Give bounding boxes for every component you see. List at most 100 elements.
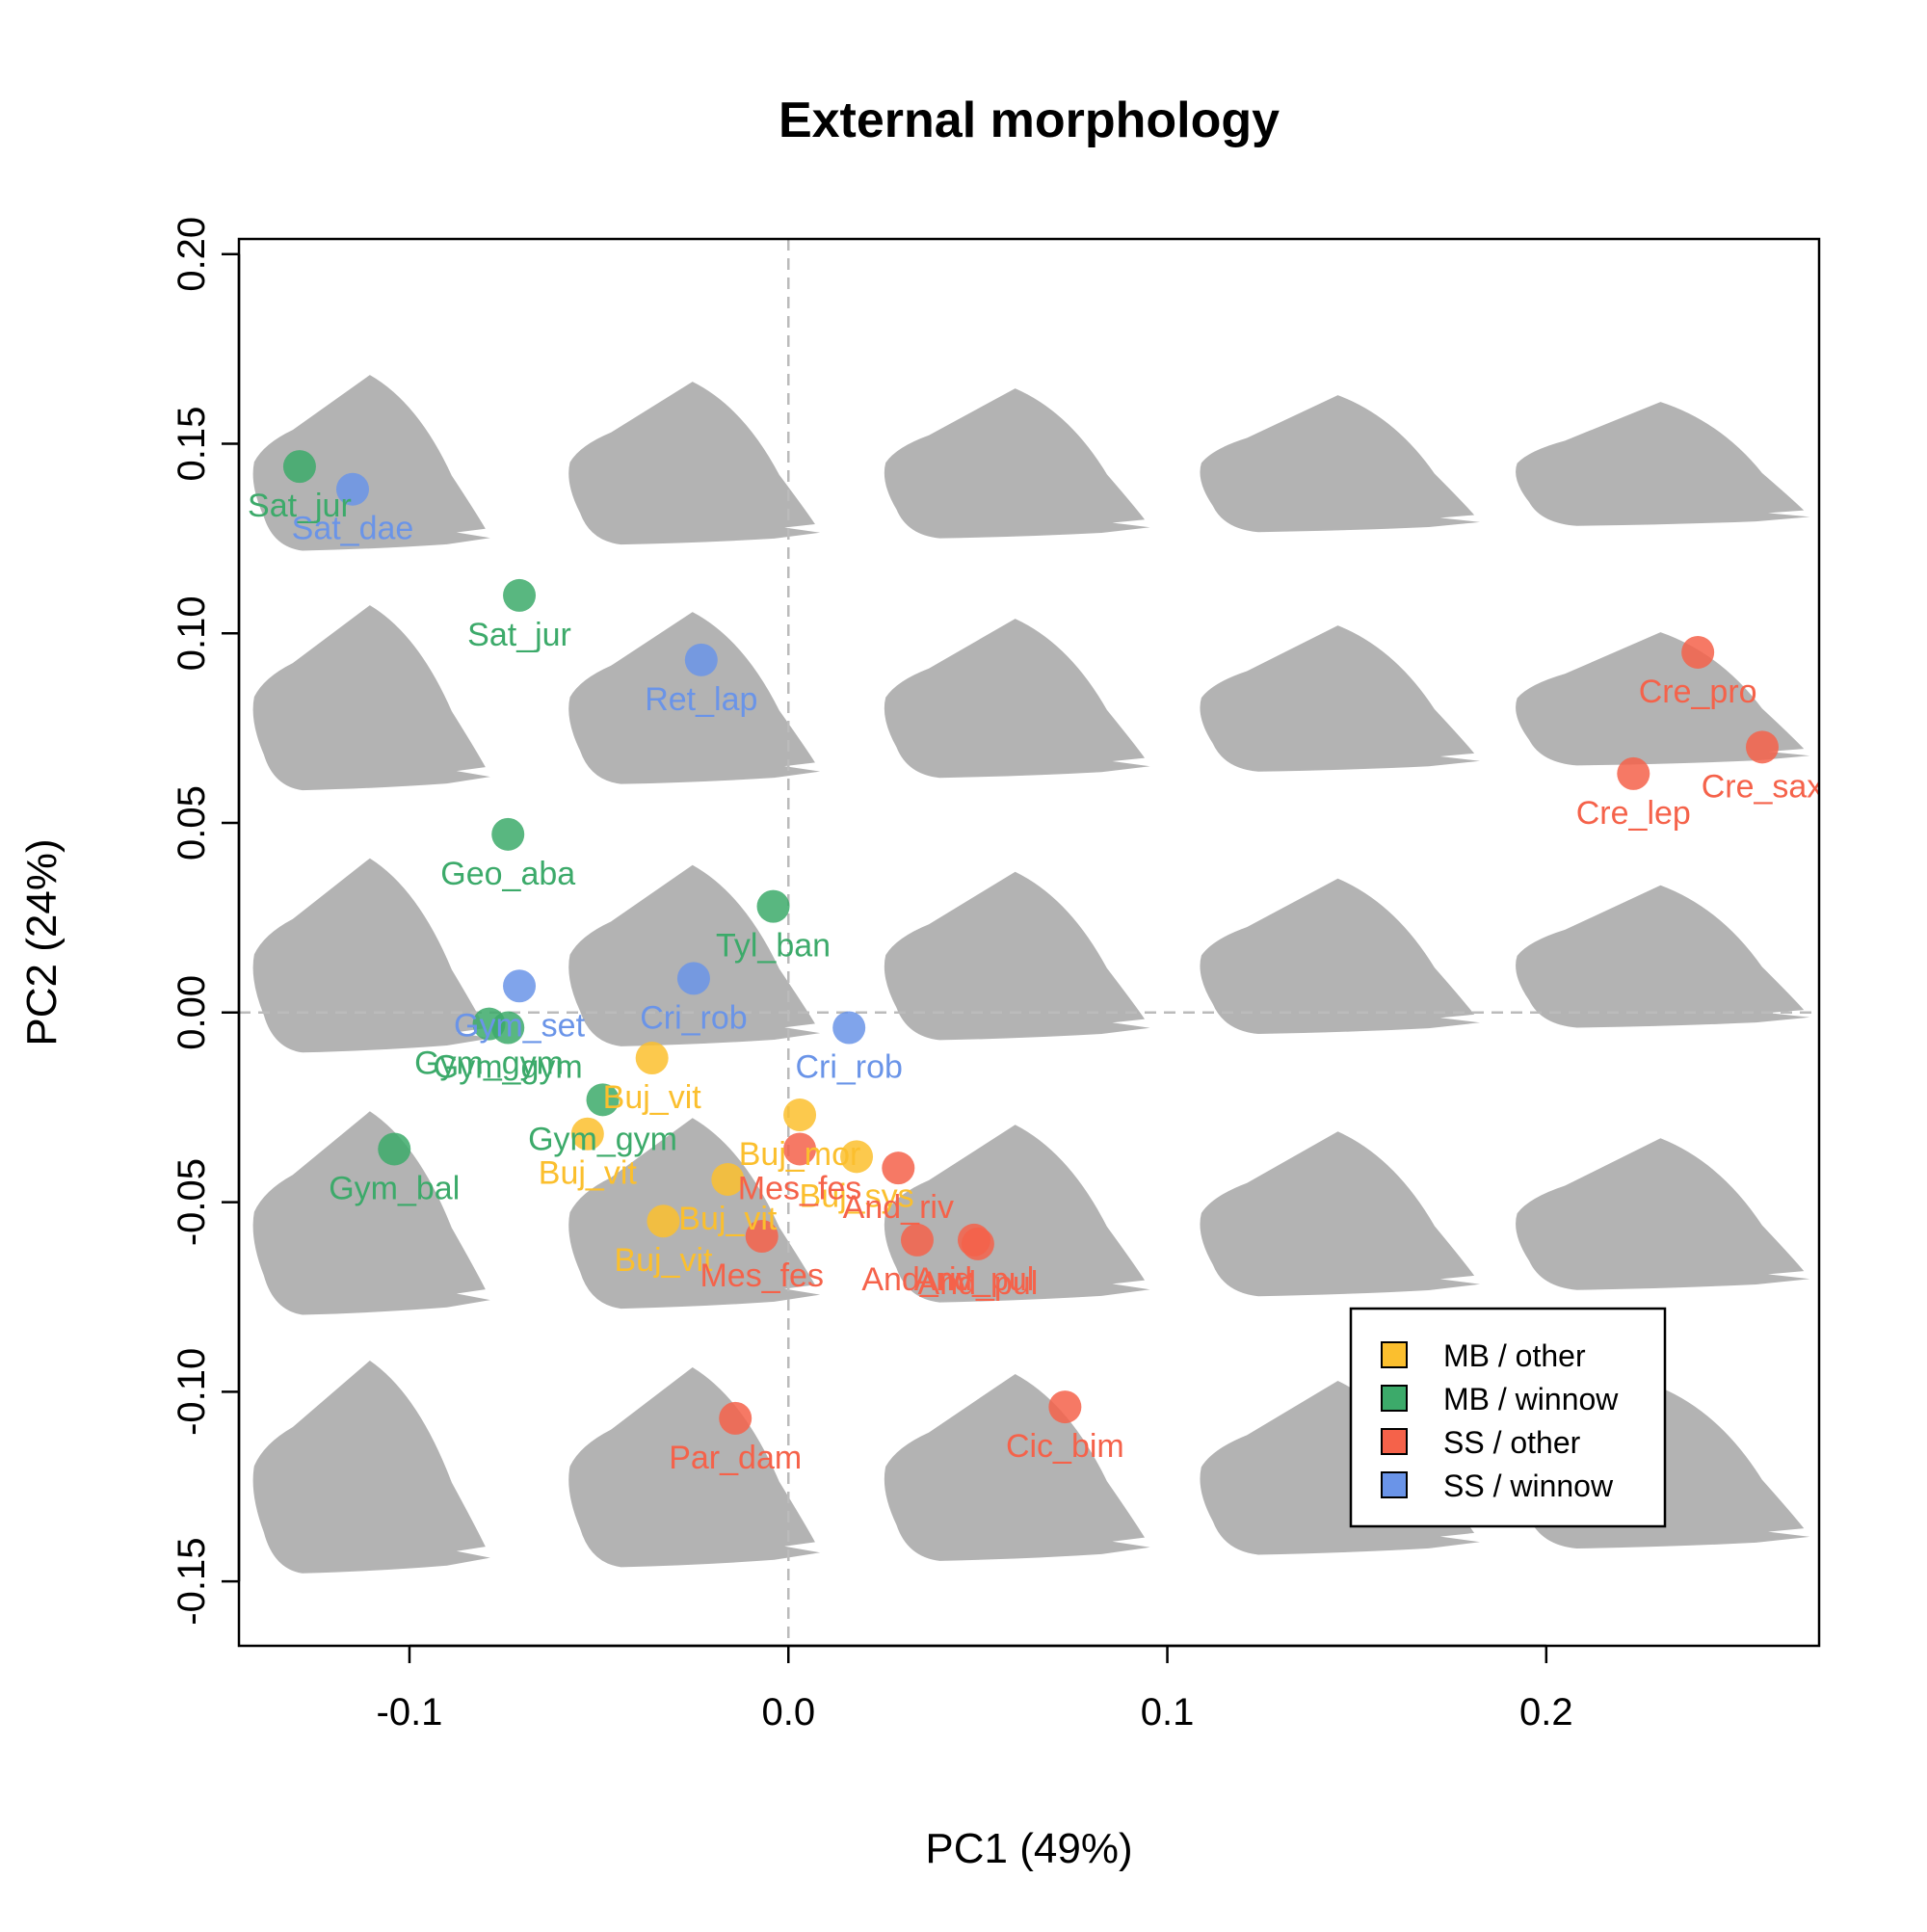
points-layer [282, 450, 1780, 1435]
data-point [756, 889, 790, 923]
beak-shape [884, 619, 1150, 779]
point-label: Ret_lap [645, 681, 757, 718]
point-label: Tyl_ban [716, 928, 831, 965]
beak-shape [1516, 885, 1810, 1028]
point-label: Cre_pro [1639, 674, 1757, 710]
beak-shape [884, 1373, 1150, 1561]
x-axis-title: PC1 (49%) [925, 1825, 1132, 1872]
beak-shape [252, 605, 490, 791]
point-label: Sat_dae [292, 511, 414, 547]
data-point [586, 1083, 620, 1117]
beak-shape [568, 1118, 821, 1310]
x-tick-label: 0.0 [761, 1691, 815, 1734]
beak-shape [1200, 1131, 1481, 1297]
beak-shape [568, 382, 821, 545]
data-point [1617, 756, 1650, 790]
point-label: Cre_sax [1702, 768, 1824, 805]
data-point [1681, 635, 1715, 669]
point-label: Buj_mor [739, 1136, 861, 1173]
data-point [961, 1227, 994, 1260]
point-label: Gym_set [454, 1007, 586, 1044]
legend-label: SS / other [1443, 1425, 1581, 1460]
y-tick-label: 0.15 [171, 407, 213, 482]
beak-shape [1516, 632, 1810, 766]
data-point [1048, 1390, 1082, 1424]
point-label: Cic_bim [1006, 1428, 1124, 1465]
x-tick-label: -0.1 [377, 1691, 443, 1734]
legend-swatch [1381, 1428, 1408, 1455]
point-label: And_riv [843, 1189, 954, 1226]
beak-shape [252, 1111, 490, 1315]
point-label: Buj_sys [800, 1178, 914, 1214]
point-label: Buj_vit [539, 1155, 638, 1192]
beak-shape [1200, 625, 1481, 772]
y-tick-label: -0.10 [171, 1348, 213, 1436]
legend-label: MB / winnow [1443, 1382, 1619, 1416]
beak-shape [252, 375, 490, 551]
data-point [647, 1204, 680, 1238]
point-label: Sat_jur [248, 488, 352, 524]
data-point [900, 1223, 934, 1257]
point-label: Gym_gym [528, 1121, 677, 1157]
data-point [282, 450, 316, 484]
point-label: Geo_aba [440, 856, 575, 892]
data-point [378, 1132, 411, 1166]
data-point [503, 969, 537, 1003]
point-label: Cri_rob [640, 999, 747, 1036]
data-point [491, 817, 525, 851]
beak-shape [884, 871, 1150, 1041]
y-tick-label: 0.10 [171, 595, 213, 671]
beak-shape [1516, 402, 1810, 526]
beak-shape [884, 388, 1150, 539]
point-label: Mes_fes [738, 1170, 862, 1206]
axes: -0.1 0.0 0.1 0.2 -0.15 -0.10 -0.05 0.00 0.05 0.10… [171, 217, 1573, 1734]
beak-shape [1516, 1138, 1810, 1290]
data-point [783, 1098, 817, 1132]
data-point [503, 578, 537, 612]
point-label: Buj_vit [678, 1201, 778, 1237]
point-label: Mes_fes [700, 1257, 824, 1294]
data-point [882, 1151, 915, 1185]
legend-label: MB / other [1443, 1338, 1586, 1373]
point-label: And_pul [918, 1265, 1039, 1302]
data-point [719, 1401, 752, 1435]
x-tick-label: 0.1 [1141, 1691, 1195, 1734]
data-point [711, 1162, 745, 1196]
beak-shape [884, 1125, 1150, 1303]
y-tick-label: 0.00 [171, 975, 213, 1050]
beak-shape [568, 612, 821, 784]
point-label: Gym_gym [434, 1049, 583, 1086]
data-point [335, 472, 369, 506]
x-tick-label: 0.2 [1519, 1691, 1573, 1734]
point-label: Sat_jur [467, 617, 571, 653]
beak-shape [568, 864, 821, 1046]
legend-swatch [1381, 1341, 1408, 1368]
point-label: Gym_bal [329, 1170, 460, 1206]
legend: MB / other MB / winnow SS / other SS / winn… [1349, 1307, 1667, 1528]
y-axis-title: PC2 (24%) [18, 838, 66, 1045]
point-label: Buj_vit [603, 1079, 702, 1116]
point-label: And_pul [914, 1261, 1035, 1298]
y-tick-label: -0.05 [171, 1158, 213, 1246]
beak-shapes-layer [252, 375, 1810, 1574]
y-tick-label: -0.15 [171, 1538, 213, 1626]
point-label: Buj_vit [614, 1242, 713, 1279]
beak-shape [252, 858, 490, 1053]
data-point [832, 1011, 866, 1045]
legend-swatch [1381, 1471, 1408, 1498]
data-point [745, 1219, 779, 1253]
chart-title: External morphology [779, 93, 1280, 148]
beak-shape [252, 1360, 490, 1574]
beak-shape [1200, 878, 1481, 1034]
data-point [676, 962, 710, 995]
data-point [570, 1117, 604, 1151]
data-point [684, 643, 718, 676]
legend-swatch [1381, 1385, 1408, 1412]
beak-shape [568, 1366, 821, 1568]
reference-lines [239, 239, 1819, 1646]
beak-shape [1200, 395, 1481, 533]
data-point [840, 1140, 874, 1174]
point-label: Par_dam [669, 1440, 802, 1476]
